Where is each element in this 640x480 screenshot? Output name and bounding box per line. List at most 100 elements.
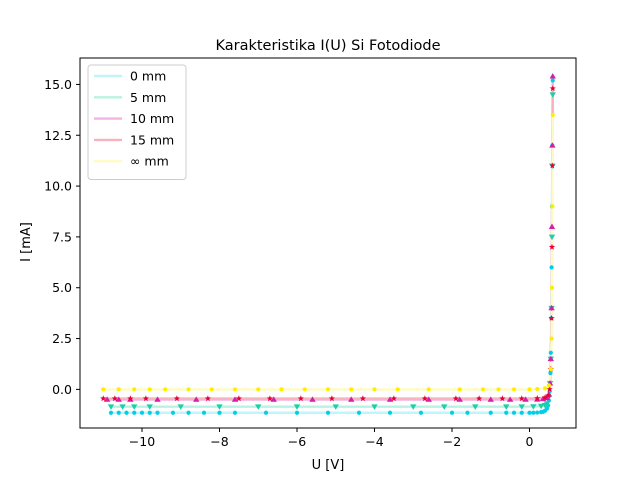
legend-label: ∞ mm	[130, 154, 169, 169]
series-4-point	[426, 387, 431, 392]
series-0-point	[325, 410, 331, 415]
series-3-point	[173, 395, 181, 402]
legend-label: 15 mm	[130, 132, 174, 147]
series-2-point	[522, 396, 529, 402]
series-3-point	[127, 395, 134, 402]
series-2-point	[154, 396, 161, 402]
y-tick-label: 0.0	[52, 382, 72, 397]
series-0-point	[217, 410, 222, 415]
series-3-point	[297, 395, 305, 402]
series-1-point	[146, 404, 153, 410]
y-tick-label: 7.5	[52, 229, 72, 244]
series-4-point	[546, 383, 551, 388]
series-4-point	[550, 112, 555, 118]
series-2-point	[549, 73, 556, 79]
series-0-point	[263, 410, 269, 415]
series-2-point	[309, 396, 316, 402]
series-0-point	[232, 410, 238, 415]
series-0-point	[535, 410, 540, 415]
series-0-point	[387, 410, 393, 415]
series-4-point	[349, 387, 354, 392]
series-2-point	[231, 396, 239, 402]
series-4-point	[549, 285, 555, 290]
series-4-point	[542, 386, 548, 391]
series-0-point	[550, 78, 555, 83]
series-4-point	[325, 387, 331, 392]
series-4-point	[548, 366, 553, 372]
series-4-point	[549, 336, 554, 341]
series-1-point	[371, 404, 378, 410]
y-tick-label: 12.5	[44, 128, 72, 143]
series-3-point	[390, 395, 398, 402]
series-0-point	[201, 410, 207, 415]
legend-label: 10 mm	[130, 111, 174, 126]
series-4-point	[232, 387, 238, 392]
series-3-point	[518, 395, 525, 402]
x-tick-label: −2	[443, 434, 461, 449]
series-4-point	[395, 387, 400, 392]
series-1-point	[216, 404, 223, 410]
series-1-point	[472, 404, 479, 410]
series-0-point	[449, 410, 455, 415]
y-tick-label: 2.5	[52, 331, 72, 346]
series-0-point	[548, 371, 553, 376]
series-4-point	[527, 387, 532, 392]
series-1-point	[518, 404, 525, 410]
series-2-point	[487, 396, 494, 402]
series-3-point	[452, 395, 460, 402]
series-4-point	[496, 387, 501, 392]
series-1-point	[119, 404, 126, 410]
series-0-point	[186, 410, 191, 415]
series-2-point	[456, 396, 463, 402]
series-2-point	[506, 396, 514, 402]
series-0-point	[418, 410, 424, 415]
series-3-point	[359, 395, 367, 402]
series-1-point	[255, 404, 262, 410]
legend-label: 0 mm	[130, 69, 166, 84]
y-tick-label: 10.0	[44, 179, 72, 194]
series-0-point	[488, 410, 493, 415]
x-axis-label: U [V]	[312, 458, 345, 473]
x-tick-label: −10	[129, 434, 155, 449]
series-2-point	[103, 396, 111, 402]
series-3-point	[499, 395, 506, 402]
series-3-point	[142, 395, 150, 402]
y-tick-label: 5.0	[52, 280, 72, 295]
series-2-point	[548, 304, 555, 311]
series-4-point	[511, 387, 517, 392]
series-4-point	[256, 387, 261, 392]
series-3-point	[546, 386, 553, 393]
series-4-point	[209, 387, 214, 392]
chart-title: Karakteristika I(U) Si Fotodiode	[215, 38, 440, 54]
series-2-point	[193, 396, 200, 402]
series-4-point	[535, 386, 540, 392]
series-0-point	[531, 410, 536, 415]
series-3-point	[204, 395, 212, 402]
series-2-point	[386, 396, 394, 402]
series-0-point	[465, 410, 470, 415]
series-4-point	[116, 387, 121, 392]
plot-frame	[79, 57, 577, 429]
series-0-point	[504, 410, 509, 415]
legend-box	[87, 64, 187, 180]
series-4-point	[457, 387, 462, 392]
series-4-point	[279, 387, 284, 392]
series-1-point	[543, 401, 551, 407]
series-0-point	[356, 410, 362, 415]
x-axis-ticks: −10 −8 −6 −4 −2 0	[129, 428, 534, 449]
x-tick-label: −6	[288, 434, 306, 449]
series-3-point	[100, 395, 107, 402]
series-0-point	[527, 410, 532, 415]
series-1-point	[177, 404, 184, 410]
series-1-point	[441, 404, 448, 410]
series-1-point	[293, 404, 301, 410]
series-2-point	[549, 142, 556, 148]
series-1-point	[107, 404, 115, 410]
series-1-point	[131, 404, 138, 410]
series-1-point	[548, 234, 556, 241]
series-4-point	[132, 387, 137, 392]
series-4-point	[550, 204, 555, 209]
series-0-point	[511, 410, 517, 415]
series-3-point	[475, 395, 483, 402]
